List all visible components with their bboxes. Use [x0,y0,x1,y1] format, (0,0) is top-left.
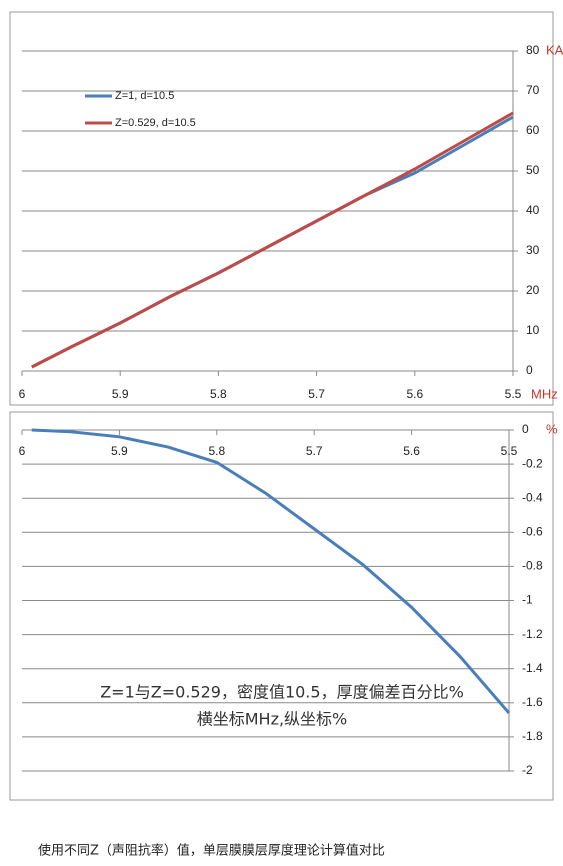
y-tick-label: 80 [526,43,540,57]
y-tick-label: -1 [522,593,533,607]
y-tick-label: 70 [526,83,540,97]
y-tick-label: 0 [526,363,533,377]
annotation: 横坐标MHz,纵坐标% [197,710,348,729]
data-line [31,428,511,715]
y-tick-label: -1.4 [522,661,543,675]
x-tick-label: 5.7 [308,387,325,401]
y-tick-label: -1.6 [522,695,543,709]
y-tick-label: -0.2 [522,456,543,470]
y-tick-label: -0.4 [522,490,543,504]
chart-frame [9,11,554,406]
x-tick-label: 6 [19,444,26,458]
y-tick-label: -1.2 [522,627,543,641]
y-tick-label: 50 [526,163,540,177]
annotation: Z=1与Z=0.529，密度值10.5，厚度偏差百分比% [100,683,464,702]
x-tick-label: 5.9 [111,444,128,458]
y-tick-label: 40 [526,203,540,217]
y-axis-unit: KA [546,42,563,57]
y-tick-label: 20 [526,283,540,297]
x-tick-label: 5.7 [306,444,323,458]
caption: 使用不同Z（声阻抗率）值，单层膜膜层厚度理论计算值对比 [38,843,385,859]
x-tick-label: 6 [19,387,26,401]
x-tick-label: 5.5 [501,444,518,458]
y-tick-label: -2 [522,763,533,777]
y-axis-unit: % [546,421,558,436]
chart-frame [9,411,554,801]
y-tick-label: 0 [522,422,529,436]
legend-label: Z=1, d=10.5 [115,90,174,102]
legend-label: Z=0.529, d=10.5 [115,117,196,129]
x-tick-label: 5.9 [112,387,129,401]
y-tick-label: -0.6 [522,524,543,538]
data-line [31,111,514,369]
y-tick-label: -1.8 [522,729,543,743]
x-tick-label: 5.6 [403,444,420,458]
x-tick-label: 5.8 [208,444,225,458]
x-tick-label: 5.5 [505,387,522,401]
y-tick-label: 30 [526,243,540,257]
x-axis-unit: MHz [531,386,558,401]
y-tick-label: -0.8 [522,559,543,573]
y-tick-label: 60 [526,123,540,137]
x-tick-label: 5.8 [210,387,227,401]
y-tick-label: 10 [526,323,540,337]
x-tick-label: 5.6 [406,387,423,401]
